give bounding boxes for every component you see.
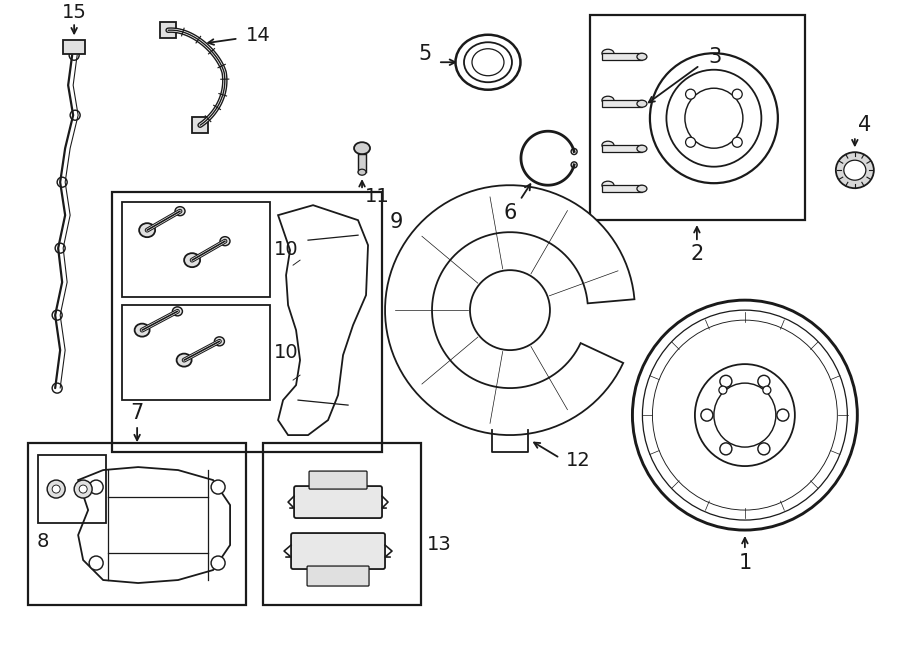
Text: 14: 14 <box>246 26 271 45</box>
Text: 5: 5 <box>418 44 432 64</box>
Ellipse shape <box>184 253 200 267</box>
Ellipse shape <box>140 223 155 237</box>
Text: 10: 10 <box>274 240 299 258</box>
Text: 6: 6 <box>503 203 517 223</box>
Bar <box>112 192 382 452</box>
Circle shape <box>55 243 65 253</box>
Text: 12: 12 <box>565 451 590 469</box>
Circle shape <box>89 480 104 494</box>
Ellipse shape <box>685 88 742 148</box>
Bar <box>122 305 270 400</box>
Ellipse shape <box>214 337 224 346</box>
Bar <box>28 443 246 605</box>
Ellipse shape <box>650 54 778 183</box>
Text: 15: 15 <box>62 3 86 22</box>
Circle shape <box>686 137 696 147</box>
Bar <box>602 185 642 192</box>
Ellipse shape <box>220 237 230 246</box>
Text: 13: 13 <box>427 535 452 553</box>
Circle shape <box>74 480 92 498</box>
Ellipse shape <box>358 169 366 175</box>
Circle shape <box>70 110 80 120</box>
Text: 9: 9 <box>390 212 402 232</box>
Ellipse shape <box>354 142 370 154</box>
Circle shape <box>212 556 225 570</box>
Circle shape <box>701 409 713 421</box>
Polygon shape <box>78 467 230 583</box>
Circle shape <box>733 137 742 147</box>
FancyBboxPatch shape <box>291 533 385 569</box>
Circle shape <box>69 50 79 60</box>
Circle shape <box>212 480 225 494</box>
Bar <box>590 15 805 220</box>
Circle shape <box>89 556 104 570</box>
Circle shape <box>719 386 727 394</box>
Bar <box>122 202 270 297</box>
Ellipse shape <box>602 49 614 58</box>
Bar <box>63 40 86 54</box>
Bar <box>602 100 642 107</box>
Circle shape <box>52 383 62 393</box>
Ellipse shape <box>175 207 185 215</box>
Ellipse shape <box>602 141 614 149</box>
Bar <box>192 117 208 134</box>
Circle shape <box>52 310 62 320</box>
Circle shape <box>58 177 68 187</box>
FancyBboxPatch shape <box>309 471 367 489</box>
Circle shape <box>758 443 770 455</box>
Polygon shape <box>278 205 368 435</box>
Circle shape <box>720 375 732 387</box>
Text: 1: 1 <box>738 553 752 573</box>
Ellipse shape <box>472 49 504 76</box>
Bar <box>263 443 421 605</box>
Polygon shape <box>385 185 634 435</box>
FancyBboxPatch shape <box>294 486 382 518</box>
Ellipse shape <box>695 364 795 466</box>
Ellipse shape <box>637 185 647 192</box>
Circle shape <box>686 89 696 99</box>
Circle shape <box>572 149 577 155</box>
Ellipse shape <box>602 181 614 189</box>
Ellipse shape <box>637 54 647 60</box>
Text: 7: 7 <box>130 403 144 423</box>
Text: 2: 2 <box>690 244 704 264</box>
Circle shape <box>720 443 732 455</box>
Circle shape <box>758 375 770 387</box>
Ellipse shape <box>464 42 512 82</box>
Ellipse shape <box>637 100 647 107</box>
Ellipse shape <box>455 35 520 90</box>
Text: 4: 4 <box>859 115 871 136</box>
Circle shape <box>470 270 550 350</box>
Circle shape <box>47 480 65 498</box>
Ellipse shape <box>637 145 647 152</box>
Text: 8: 8 <box>37 531 50 551</box>
Ellipse shape <box>714 383 776 447</box>
Circle shape <box>52 485 60 493</box>
Text: 3: 3 <box>708 47 722 67</box>
Ellipse shape <box>602 97 614 104</box>
Ellipse shape <box>173 307 183 316</box>
Bar <box>602 145 642 152</box>
Bar <box>602 54 642 60</box>
Bar <box>160 22 176 38</box>
FancyBboxPatch shape <box>307 566 369 586</box>
Circle shape <box>733 89 742 99</box>
Circle shape <box>572 162 577 168</box>
Circle shape <box>79 485 87 493</box>
Text: 11: 11 <box>364 186 390 206</box>
Ellipse shape <box>844 160 866 180</box>
Text: 10: 10 <box>274 342 299 362</box>
Bar <box>38 455 106 523</box>
Circle shape <box>777 409 789 421</box>
Ellipse shape <box>176 354 192 367</box>
Circle shape <box>763 386 771 394</box>
Bar <box>358 154 366 173</box>
Ellipse shape <box>666 69 761 167</box>
Ellipse shape <box>135 324 149 336</box>
Ellipse shape <box>836 152 874 188</box>
